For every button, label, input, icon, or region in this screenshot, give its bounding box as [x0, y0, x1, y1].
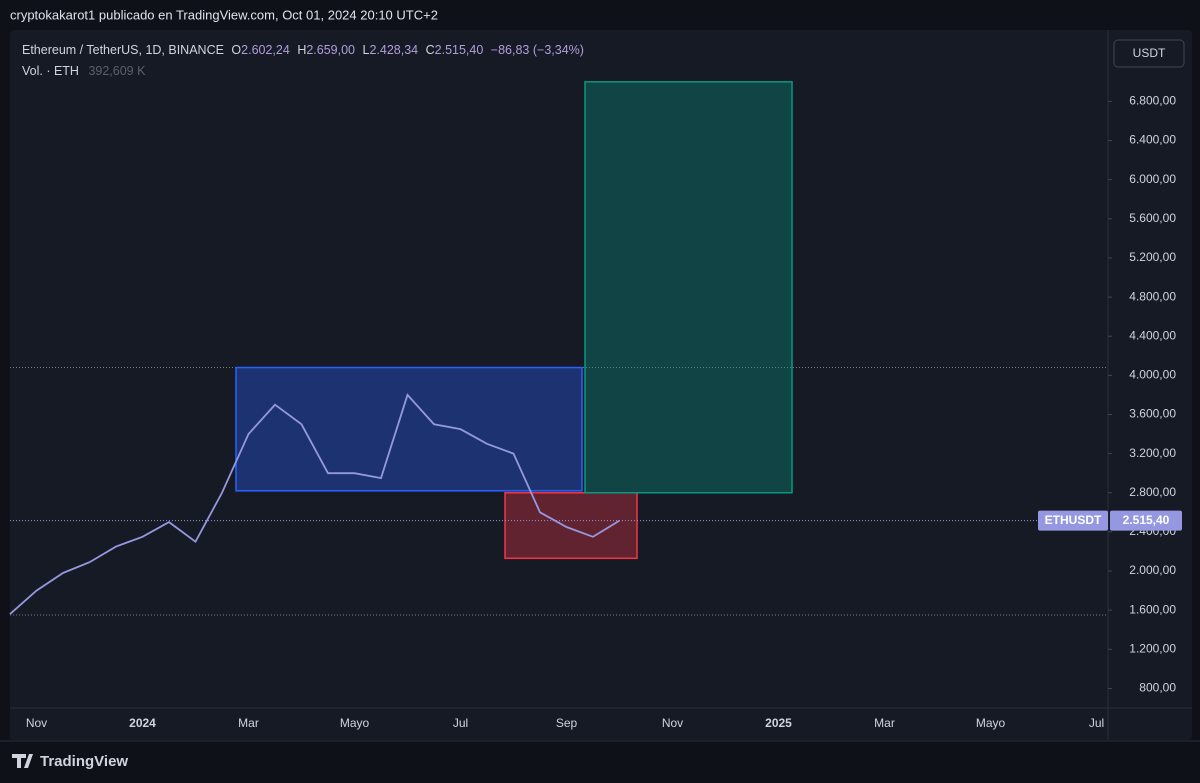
h-label: H [297, 43, 306, 57]
x-tick-label: 2024 [129, 716, 156, 730]
x-tick-label: Mayo [340, 716, 370, 730]
x-tick-label: Sep [556, 716, 578, 730]
x-tick-label: Mayo [976, 716, 1006, 730]
volume-legend: Vol. · ETH 392,609 K [22, 64, 146, 78]
volume-value: 392,609 K [88, 64, 146, 78]
plot: 800,001.200,001.600,002.000,002.400,002.… [9, 30, 1192, 740]
legend: Ethereum / TetherUS, 1D, BINANCE O2.602,… [22, 43, 584, 57]
h-value: 2.659,00 [306, 43, 355, 57]
y-tick-label: 3.600,00 [1129, 407, 1176, 421]
y-tick-label: 6.800,00 [1129, 94, 1176, 108]
y-tick-label: 6.000,00 [1129, 172, 1176, 186]
y-tick-label: 4.400,00 [1129, 328, 1176, 342]
y-tick-label: 1.600,00 [1129, 602, 1176, 616]
currency-button-label[interactable]: USDT [1133, 46, 1166, 60]
l-value: 2.428,34 [369, 43, 418, 57]
price-tag-label: 2.515,40 [1123, 513, 1170, 527]
zone-rectangle [235, 366, 583, 492]
tv-logo [12, 754, 33, 768]
x-tick-label: 2025 [765, 716, 792, 730]
y-tick-label: 800,00 [1139, 681, 1176, 695]
x-tick-label: Mar [238, 716, 259, 730]
symbol-tag [1038, 510, 1108, 531]
c-value: 2.515,40 [435, 43, 484, 57]
price-tag [1110, 510, 1182, 531]
x-tick-label: Mar [874, 716, 895, 730]
o-value: 2.602,24 [241, 43, 290, 57]
y-tick-label: 1.200,00 [1129, 641, 1176, 655]
y-tick-label: 6.400,00 [1129, 133, 1176, 147]
zone-rectangle [504, 492, 638, 560]
symbol: Ethereum / TetherUS, 1D, BINANCE [22, 43, 224, 57]
x-tick-label: Jul [453, 716, 468, 730]
y-tick-label: 5.600,00 [1129, 211, 1176, 225]
y-tick-label: 5.200,00 [1129, 250, 1176, 264]
price-line [9, 393, 620, 615]
volume-label: Vol. · ETH [22, 64, 79, 78]
y-tick-label: 2.000,00 [1129, 563, 1176, 577]
currency-button[interactable] [1113, 39, 1185, 68]
y-tick-label: 3.200,00 [1129, 446, 1176, 460]
y-tick-label: 4.000,00 [1129, 368, 1176, 382]
chart-panel [10, 30, 1192, 740]
zone-rectangle [584, 81, 793, 494]
publisher-line: cryptokakarot1 publicado en TradingView.… [10, 7, 438, 22]
c-label: C [426, 43, 435, 57]
l-label: L [363, 43, 370, 57]
y-tick-label: 4.800,00 [1129, 289, 1176, 303]
symbol-tag-label: ETHUSDT [1045, 513, 1102, 527]
x-tick-label: Jul [1089, 716, 1104, 730]
o-label: O [231, 43, 241, 57]
x-tick-label: Nov [26, 716, 47, 730]
change: −86,83 (−3,34%) [491, 43, 584, 57]
footer-brand: TradingView [40, 753, 128, 770]
x-tick-label: Nov [662, 716, 683, 730]
y-tick-label: 2.800,00 [1129, 485, 1176, 499]
